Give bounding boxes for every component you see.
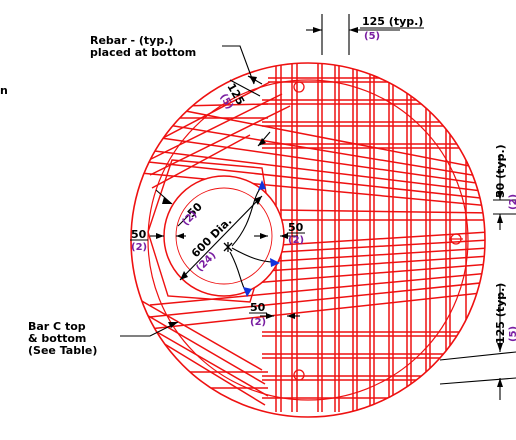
rebar-label-line2: placed at bottom (90, 46, 196, 59)
bar-c-label-line3: (See Table) (28, 344, 97, 357)
top-spacing-dim-metric: (5) (364, 31, 380, 42)
anchor-marker-top (293, 81, 305, 93)
right-125-dim-metric: (5) (508, 326, 516, 342)
right-50-dim: 50 (typ.) (494, 144, 507, 198)
blue-arrowheads (243, 180, 280, 297)
right-125-dim: 125 (typ.) (494, 283, 507, 344)
mid-50-dim-metric: (2) (288, 235, 304, 246)
bar-c-label-line1: Bar C top (28, 320, 86, 333)
right-50-dim-metric: (2) (508, 194, 516, 210)
dimension-arrowheads (156, 27, 503, 387)
hole-trim-bars (147, 159, 273, 303)
mid-50-dim: 50 (288, 221, 304, 234)
left-50-dim-metric: (2) (131, 242, 147, 253)
low-50-dim: 50 (250, 301, 266, 314)
center-mark (223, 242, 233, 252)
top-spacing-dim: 125 (typ.) (362, 15, 423, 28)
diagonal-bars-lower-left (139, 299, 269, 406)
anchor-marker-bottom (293, 369, 305, 381)
diagonal-bars-upper-left (139, 81, 291, 189)
low-50-dim-metric: (2) (250, 317, 266, 328)
bar-c-label-line2: & bottom (28, 332, 86, 345)
left-50-dim: 50 (131, 228, 147, 241)
rebar-label-line1: Rebar - (typ.) (90, 34, 173, 47)
edge-mark: n (0, 84, 8, 97)
